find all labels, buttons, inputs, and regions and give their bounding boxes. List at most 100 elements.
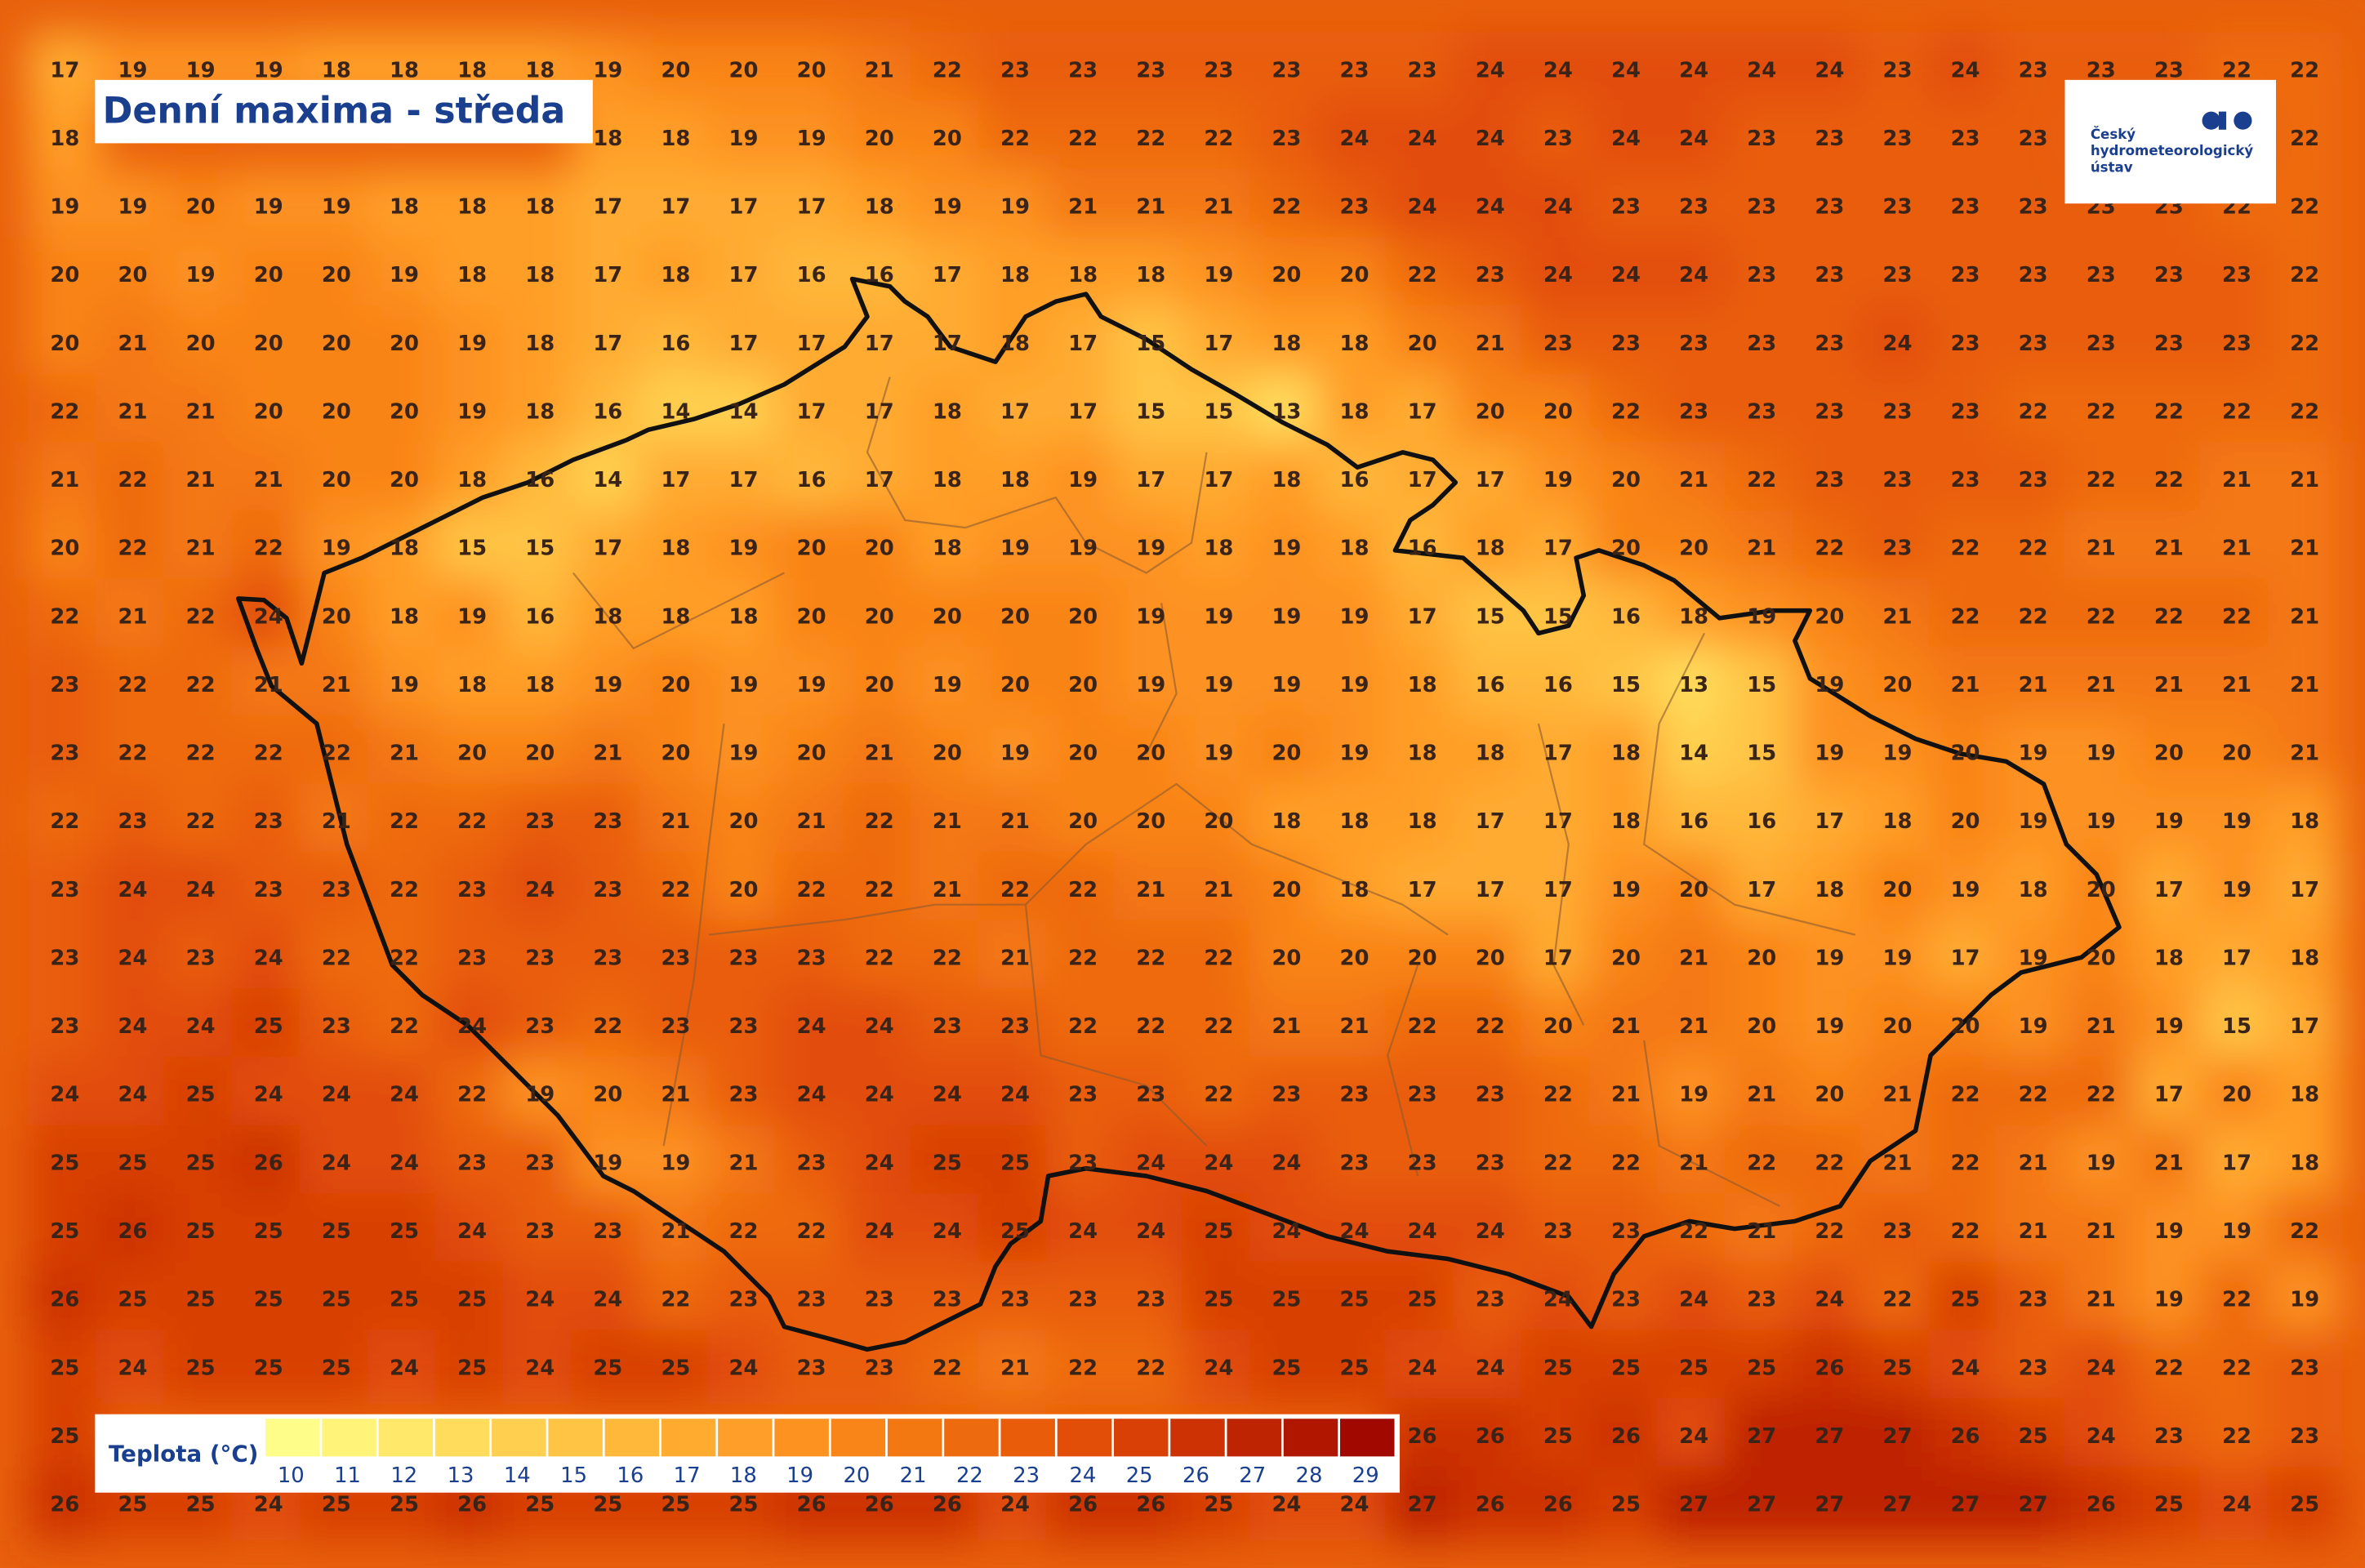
temperature-cell — [1317, 851, 1392, 926]
temperature-cell — [842, 578, 917, 653]
temperature-value: 24 — [1679, 58, 1708, 82]
temperature-cell — [978, 1330, 1053, 1405]
temperature-cell — [96, 1193, 170, 1268]
temperature-value: 25 — [118, 1493, 148, 1517]
temperature-value: 22 — [2087, 604, 2116, 629]
temperature-value: 23 — [661, 1014, 690, 1039]
temperature-cell — [2199, 988, 2274, 1063]
temperature-cell — [1996, 32, 2070, 107]
temperature-cell — [1656, 373, 1731, 448]
temperature-value: 23 — [2087, 263, 2116, 287]
temperature-cell — [706, 305, 781, 380]
temperature-value: 24 — [1476, 127, 1505, 151]
temperature-value: 24 — [1408, 1356, 1437, 1380]
temperature-cell — [910, 1125, 985, 1200]
temperature-cell — [842, 647, 917, 722]
temperature-value: 23 — [525, 809, 555, 834]
temperature-value: 22 — [2222, 1424, 2251, 1449]
temperature-cell — [2267, 1125, 2342, 1200]
legend-label: 23 — [1013, 1463, 1040, 1488]
temperature-cell — [367, 1261, 442, 1336]
temperature-value: 20 — [525, 742, 555, 766]
temperature-value: 27 — [1815, 1493, 1844, 1517]
temperature-value: 20 — [661, 673, 690, 697]
temperature-value: 27 — [1747, 1424, 1776, 1449]
temperature-cell — [1249, 1261, 1324, 1336]
temperature-value: 22 — [1408, 1014, 1437, 1039]
temperature-cell — [502, 988, 577, 1063]
temperature-value: 21 — [1747, 1219, 1776, 1244]
temperature-cell — [1928, 1056, 2002, 1131]
temperature-cell — [28, 1398, 102, 1473]
legend-swatch — [887, 1419, 942, 1457]
temperature-value: 18 — [390, 537, 419, 561]
temperature-value: 20 — [1340, 946, 1370, 970]
temperature-value: 22 — [2290, 195, 2319, 220]
temperature-cell — [1385, 237, 1459, 312]
temperature-value: 25 — [118, 1288, 148, 1312]
temperature-value: 23 — [797, 1151, 826, 1175]
temperature-value: 18 — [1408, 809, 1437, 834]
temperature-cell — [1996, 168, 2070, 243]
temperature-cell — [502, 237, 577, 312]
temperature-value: 18 — [1272, 468, 1301, 492]
temperature-value: 20 — [322, 399, 351, 424]
temperature-value: 22 — [118, 742, 148, 766]
temperature-cell — [706, 578, 781, 653]
temperature-value: 22 — [2154, 399, 2184, 424]
temperature-value: 20 — [1272, 878, 1301, 902]
temperature-cell — [1588, 510, 1664, 585]
temperature-cell — [639, 305, 713, 380]
temperature-cell — [842, 988, 917, 1063]
temperature-value: 18 — [933, 399, 962, 424]
temperature-cell — [434, 1330, 510, 1405]
temperature-value: 21 — [2019, 1151, 2048, 1175]
temperature-cell — [2199, 373, 2274, 448]
temperature-value: 23 — [1272, 127, 1301, 151]
temperature-cell — [978, 373, 1053, 448]
temperature-cell — [502, 1125, 577, 1200]
temperature-cell — [1182, 237, 1256, 312]
temperature-cell — [299, 1125, 374, 1200]
temperature-value: 19 — [2019, 809, 2048, 834]
temperature-value: 20 — [933, 604, 962, 629]
temperature-cell — [1793, 510, 1867, 585]
temperature-value: 23 — [2019, 468, 2048, 492]
temperature-cell — [1521, 1125, 1596, 1200]
temperature-value: 20 — [2087, 946, 2116, 970]
temperature-value: 24 — [797, 1014, 826, 1039]
temperature-cell — [910, 578, 985, 653]
temperature-cell — [163, 715, 238, 790]
temperature-value: 19 — [1340, 673, 1370, 697]
temperature-value: 26 — [1476, 1424, 1505, 1449]
temperature-value: 18 — [50, 127, 79, 151]
temperature-value: 24 — [2087, 1356, 2116, 1380]
temperature-value: 23 — [1136, 58, 1165, 82]
logo-icon — [2234, 111, 2252, 130]
temperature-value: 20 — [1882, 673, 1912, 697]
temperature-cell — [774, 988, 848, 1063]
temperature-value: 22 — [1068, 1014, 1098, 1039]
temperature-value: 23 — [729, 946, 759, 970]
temperature-value: 13 — [1272, 399, 1301, 424]
temperature-value: 23 — [50, 946, 79, 970]
temperature-value: 18 — [661, 127, 690, 151]
temperature-value: 21 — [254, 468, 283, 492]
temperature-value: 19 — [1136, 537, 1165, 561]
temperature-cell — [706, 510, 781, 585]
temperature-cell — [1588, 1330, 1664, 1405]
temperature-value: 21 — [1136, 878, 1165, 902]
temperature-value: 21 — [2222, 673, 2251, 697]
legend-label: 29 — [1352, 1463, 1379, 1488]
temperature-cell — [1317, 373, 1392, 448]
temperature-value: 21 — [1000, 809, 1030, 834]
temperature-value: 23 — [1951, 127, 1980, 151]
temperature-cell — [2267, 100, 2342, 176]
temperature-cell — [1724, 1261, 1799, 1336]
temperature-cell — [1317, 237, 1392, 312]
temperature-value: 21 — [1747, 1083, 1776, 1107]
legend-label: 27 — [1239, 1463, 1266, 1488]
temperature-value: 20 — [1068, 742, 1098, 766]
temperature-value: 22 — [390, 1014, 419, 1039]
temperature-value: 22 — [865, 946, 894, 970]
